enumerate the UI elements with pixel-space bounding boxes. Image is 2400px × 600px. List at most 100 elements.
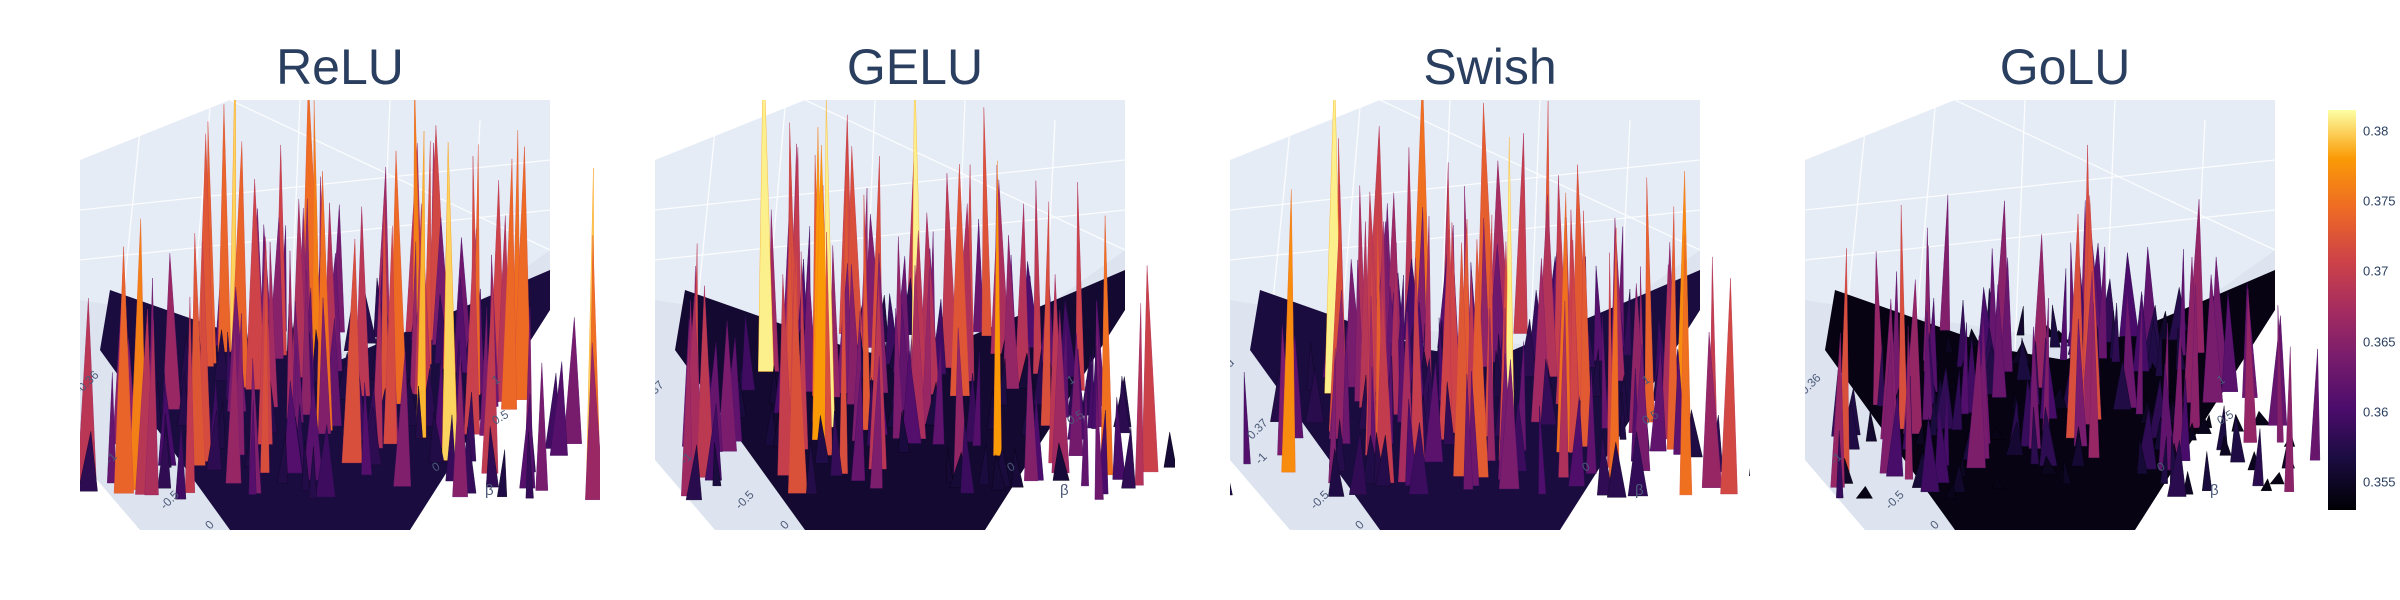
surface-spike (1342, 326, 1351, 444)
surface-spike (1966, 328, 1981, 347)
surface-spike (1011, 448, 1024, 488)
surface-spike (2016, 306, 2025, 336)
surface-spike (2252, 410, 2271, 426)
colorbar-tick-label: 0.38 (2363, 123, 2389, 139)
surface-spike (1922, 311, 1934, 420)
surface-spike (1408, 422, 1429, 495)
z-tick-label: 37 (655, 378, 667, 398)
surface-spike (301, 440, 311, 492)
surface-spike (315, 424, 336, 498)
surface-spike (1112, 396, 1126, 480)
surface-spike (1305, 368, 1325, 424)
surface-spike (2167, 440, 2187, 497)
surface-spike (2135, 295, 2143, 415)
colorbar (2328, 110, 2356, 510)
surface-spike (2252, 428, 2264, 487)
surface-spike (1349, 432, 1368, 495)
surface-spike (260, 250, 270, 473)
surface-spike (897, 411, 911, 453)
surface-spike (300, 269, 312, 415)
surface-spike (1928, 392, 1937, 436)
surface-spike (1946, 376, 1957, 390)
surface-panel-swish: Swish -1 -0.5 0 1 0.5 0 0.37 d β (1230, 0, 1750, 560)
surface-spike (764, 404, 778, 447)
surface-spike (1607, 442, 1627, 498)
surface-spike (1134, 303, 1144, 486)
surface-spike (393, 351, 412, 487)
surface-spike (282, 380, 303, 474)
surface-spike (972, 219, 985, 333)
surface-spike (2260, 478, 2273, 491)
y-axis-label: β (2210, 482, 2219, 499)
surface-spike (2189, 284, 2201, 428)
surface-spike (245, 179, 266, 390)
surface-spike (1052, 442, 1070, 481)
surface-spike (354, 206, 370, 397)
surface-spike (525, 431, 534, 499)
surface-spike (2030, 406, 2040, 465)
surface-spike (1443, 381, 1455, 445)
surface-spike (248, 399, 257, 495)
surface-spike (1033, 180, 1043, 374)
grid-line (1954, 100, 2276, 251)
surface-spike (862, 194, 871, 431)
surface-spike (2005, 421, 2024, 456)
surface-spike (1468, 371, 1480, 486)
surface-spike (277, 434, 289, 484)
colorbar-tick-label: 0.37 (2363, 263, 2389, 279)
surface-spike (814, 415, 830, 464)
surface-spike (978, 442, 990, 486)
surface-spike (824, 232, 833, 456)
surface-spike (1865, 411, 1877, 442)
surface-spike (2136, 438, 2148, 475)
surface-spike (2000, 257, 2013, 372)
surface-spike (177, 371, 190, 426)
y-axis-label: β (1635, 482, 1644, 499)
surface-spike (214, 329, 229, 382)
surface-spike (1701, 331, 1723, 488)
panel-title: GELU (846, 39, 984, 95)
panel-title: GoLU (1999, 39, 2131, 95)
surface-spike (2040, 455, 2057, 475)
surface-spike (981, 107, 992, 337)
surface-scene[interactable]: -1 -0.5 0 1 0.5 0 37 β (655, 100, 1175, 530)
surface-spike (2221, 292, 2239, 392)
surface-spike (1243, 372, 1251, 465)
surface-spike (361, 382, 372, 476)
surface-spike (1991, 475, 2006, 490)
grid-line (655, 159, 1126, 211)
surface-spike (1568, 396, 1585, 487)
surface-spike (870, 356, 883, 489)
surface-spike (1328, 448, 1345, 497)
colorbar-tick-label: 0.365 (2363, 334, 2396, 350)
surface-spike (409, 241, 418, 395)
colorbar-tick-label: 0.375 (2363, 193, 2396, 209)
colorbar-tick-label: 0.355 (2363, 474, 2396, 490)
surface-spike (2016, 337, 2032, 381)
surface-spike (1087, 347, 1094, 429)
surface-spike (190, 233, 206, 466)
surface-spike (901, 351, 922, 444)
surface-scene[interactable]: -1 -0.5 0 1 0.5 0 0.37 d β (1230, 100, 1750, 530)
surface-panel-golu: GoLU -1 -0.5 0 1 0.5 0 0.36 β (1805, 0, 2325, 560)
surface-spike (892, 308, 905, 439)
surface-scene[interactable]: -1 -0.5 0 1 0.5 0 -0.36 β (80, 100, 600, 530)
surface-spike (2062, 459, 2072, 485)
grid-line (655, 209, 1126, 261)
surface-spike (184, 296, 196, 494)
surface-spike (1597, 434, 1613, 496)
surface-spike (1886, 393, 1904, 477)
surface-spike (695, 285, 715, 478)
surface-spike (585, 342, 600, 500)
surface-spike (1855, 485, 1873, 499)
surface-scene[interactable]: -1 -0.5 0 1 0.5 0 0.36 β (1805, 100, 2325, 530)
surface-spike (497, 449, 508, 497)
surface-spike (1334, 419, 1346, 472)
surface-spike (1538, 405, 1547, 495)
surface-spike (805, 442, 818, 495)
y-axis-label: β (1060, 482, 1069, 499)
grid-line (1230, 159, 1701, 211)
